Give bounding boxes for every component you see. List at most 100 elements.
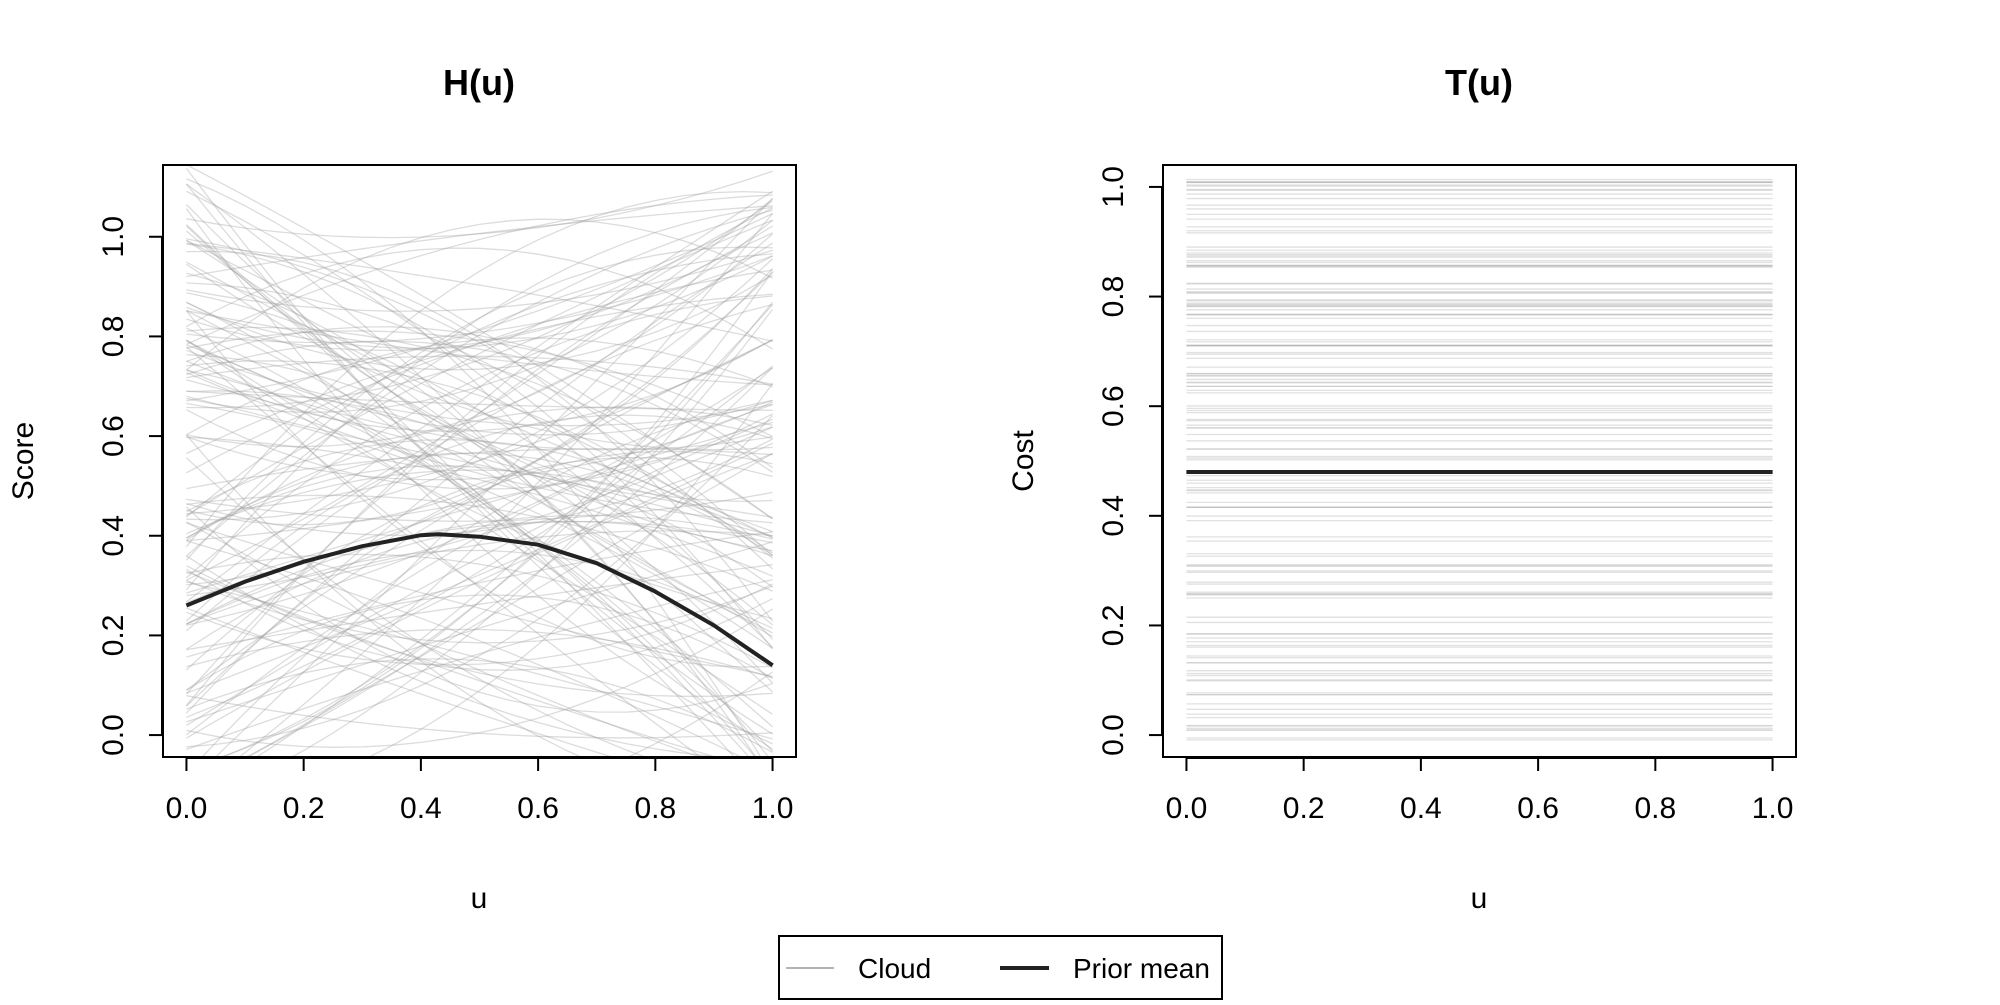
y-tick-label: 0.4 xyxy=(97,515,130,557)
cloud-line xyxy=(186,571,718,757)
cloud-line xyxy=(186,367,773,626)
y-tick-label: 0.8 xyxy=(1097,276,1130,318)
cloud-line xyxy=(186,390,773,411)
cloud-line xyxy=(186,326,773,520)
cloud-line xyxy=(186,233,774,448)
cloud-line xyxy=(186,628,773,679)
cloud-line xyxy=(186,402,773,649)
cloud-line xyxy=(186,249,773,312)
legend-label-prior-mean: Prior mean xyxy=(1073,953,1210,984)
x-tick-label: 0.8 xyxy=(634,792,676,825)
cloud-line xyxy=(186,340,773,436)
y-tick-label: 0.6 xyxy=(97,415,130,457)
cloud-line xyxy=(186,310,773,386)
x-tick-label: 0.2 xyxy=(283,792,325,825)
cloud-line xyxy=(186,255,773,344)
y-tick-label: 1.0 xyxy=(97,216,130,258)
cloud-line xyxy=(185,190,773,548)
cloud-line xyxy=(186,337,773,436)
cloud-line xyxy=(186,438,773,536)
legend: Cloud Prior mean xyxy=(778,935,1223,1000)
cloud-line xyxy=(186,292,774,648)
cloud-line xyxy=(186,330,773,438)
cloud-line xyxy=(186,190,774,640)
y-axis: 0.0 0.2 0.4 0.6 0.8 1.0 xyxy=(1097,166,1163,756)
cloud-line xyxy=(186,442,773,694)
cloud-line xyxy=(186,339,773,620)
cloud-line xyxy=(186,194,773,345)
cloud-line xyxy=(186,239,774,693)
cloud-line xyxy=(186,549,773,634)
cloud-line xyxy=(186,390,774,626)
cloud-line xyxy=(185,310,773,668)
panel-title: H(u) xyxy=(443,62,515,103)
cloud-line xyxy=(186,520,773,650)
prior-mean-line xyxy=(185,532,774,667)
cloud-line xyxy=(186,309,773,638)
cloud-line xyxy=(186,178,762,757)
cloud-line xyxy=(186,360,773,451)
cloud-line xyxy=(186,242,773,342)
cloud-line xyxy=(185,168,773,750)
cloud-line xyxy=(185,232,773,695)
cloud-line xyxy=(186,421,773,594)
y-tick-label: 0.6 xyxy=(1097,385,1130,427)
cloud-line xyxy=(186,365,774,718)
cloud-line xyxy=(238,212,774,757)
cloud-line xyxy=(186,436,773,577)
cloud-lines xyxy=(1186,178,1773,741)
cloud-line xyxy=(186,344,774,752)
cloud-line xyxy=(186,414,774,748)
cloud-line xyxy=(185,434,583,757)
cloud-line xyxy=(186,268,774,526)
y-tick-label: 0.4 xyxy=(1097,495,1130,537)
cloud-line xyxy=(221,301,774,757)
cloud-line xyxy=(186,282,774,570)
cloud-line xyxy=(185,242,773,707)
cloud-line xyxy=(186,219,773,516)
cloud-line xyxy=(185,225,773,503)
cloud-line xyxy=(186,198,774,581)
cloud-line xyxy=(186,379,773,537)
chart-panel-h: H(u) 0.0 0.2 0.4 0.6 0.8 1.0 0.0 0.2 0.4 0.6 0.8 1… xyxy=(7,62,797,915)
cloud-line xyxy=(186,339,773,691)
cloud-line xyxy=(201,399,773,757)
cloud-line xyxy=(186,355,773,385)
cloud-line xyxy=(186,250,774,622)
cloud-line xyxy=(186,349,773,427)
cloud-line xyxy=(367,383,774,757)
cloud-line xyxy=(186,339,773,715)
cloud-line xyxy=(186,395,773,518)
cloud-line xyxy=(186,243,774,650)
cloud-line xyxy=(219,271,774,757)
cloud-line xyxy=(185,206,773,591)
y-tick-label: 0.8 xyxy=(97,316,130,358)
cloud-line xyxy=(186,469,773,538)
y-tick-label: 0.2 xyxy=(97,615,130,657)
cloud-line xyxy=(186,205,773,278)
cloud-line xyxy=(186,269,773,474)
cloud-line xyxy=(255,304,774,757)
cloud-line xyxy=(186,369,757,757)
cloud-line xyxy=(247,452,773,757)
cloud-line xyxy=(186,438,773,554)
cloud-line xyxy=(186,219,774,413)
cloud-line xyxy=(186,301,750,757)
cloud-line xyxy=(186,255,773,350)
cloud-line xyxy=(186,213,773,402)
cloud-line xyxy=(186,200,773,409)
x-tick-label: 0.4 xyxy=(400,792,442,825)
plot-frame xyxy=(1162,164,1797,758)
cloud-line xyxy=(185,208,773,745)
cloud-line xyxy=(186,514,773,625)
y-axis: 0.0 0.2 0.4 0.6 0.8 1.0 xyxy=(97,216,163,756)
cloud-line xyxy=(185,303,773,632)
cloud-line xyxy=(186,531,773,658)
cloud-line xyxy=(186,448,773,490)
cloud-line xyxy=(186,261,773,533)
cloud-line xyxy=(185,414,773,622)
x-axis-label: u xyxy=(471,882,488,915)
cloud-line xyxy=(186,540,743,757)
cloud-line xyxy=(244,367,774,757)
chart-panel-t: T(u) 0.0 0.2 0.4 0.6 0.8 1.0 0.0 0.2 0.4 0.6 0.8 1… xyxy=(1007,62,1797,915)
